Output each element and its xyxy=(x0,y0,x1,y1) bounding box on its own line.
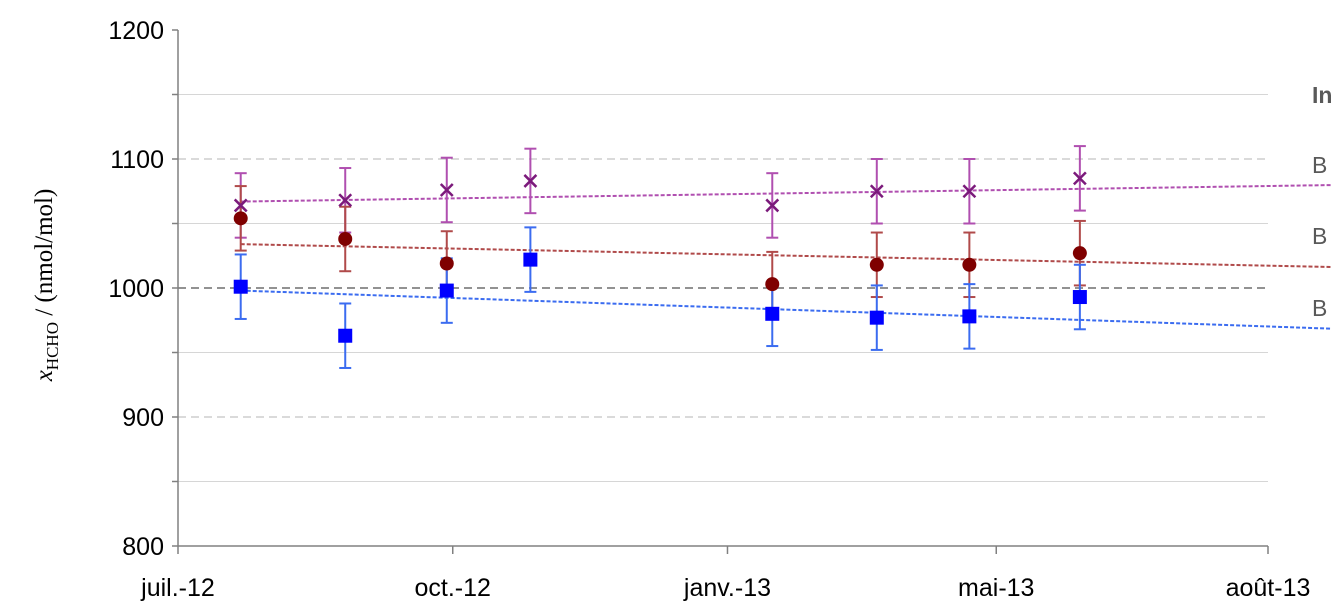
legend-entry: B xyxy=(1312,152,1327,178)
data-point xyxy=(869,310,884,325)
data-point xyxy=(439,183,454,197)
data-point xyxy=(233,198,248,213)
axes xyxy=(172,29,1269,554)
data-point xyxy=(962,257,977,272)
data-point xyxy=(338,231,353,246)
data-point xyxy=(233,279,248,294)
y-tick-label: 800 xyxy=(122,533,164,561)
data-point xyxy=(523,174,538,188)
data-point xyxy=(1072,246,1087,261)
legend-entry: B xyxy=(1312,295,1327,321)
x-tick-label: août-13 xyxy=(1226,574,1311,602)
marker-stroke xyxy=(765,198,780,213)
data-point xyxy=(338,328,353,343)
marker-stroke xyxy=(962,184,977,199)
data-point xyxy=(869,184,884,199)
legend-title: In xyxy=(1312,82,1331,108)
x-tick-label: janv.-13 xyxy=(683,574,771,602)
data-point xyxy=(338,193,353,208)
y-tick-label: 1100 xyxy=(110,146,164,174)
trend-line xyxy=(240,289,1331,330)
x-tick-label: oct.-12 xyxy=(415,574,491,602)
y-tick-label: 900 xyxy=(122,404,164,432)
y-tick-label: 1200 xyxy=(108,17,164,45)
data-point xyxy=(869,257,884,272)
trend-lines xyxy=(240,184,1331,330)
data-point xyxy=(439,256,454,271)
data-point xyxy=(765,277,780,292)
x-tick-label: juil.-12 xyxy=(140,574,215,602)
marker-stroke xyxy=(1072,171,1087,186)
legend: In B B B xyxy=(1312,82,1331,321)
marker-stroke xyxy=(869,184,884,199)
y-tick-labels: 800 900 1000 1100 1200 xyxy=(108,17,164,561)
data-point xyxy=(439,283,454,298)
y-tick-label: 1000 xyxy=(108,275,164,303)
marker-stroke xyxy=(523,174,538,188)
x-tick-label: mai-13 xyxy=(958,574,1034,602)
data-point xyxy=(523,252,538,267)
data-point xyxy=(962,184,977,199)
grid xyxy=(178,94,1268,482)
data-point xyxy=(233,211,248,226)
data-markers xyxy=(233,171,1087,343)
trend-line xyxy=(240,243,1331,268)
x-tick-labels: juil.-12 oct.-12 janv.-13 mai-13 août-13 xyxy=(140,574,1310,602)
data-point xyxy=(962,309,977,324)
data-point xyxy=(1072,171,1087,186)
y-axis-label: xHCHO / (nmol/mol) xyxy=(31,189,62,383)
marker-stroke xyxy=(338,193,353,208)
trend-line xyxy=(240,184,1331,203)
data-point xyxy=(765,306,780,321)
data-point xyxy=(1072,290,1087,305)
legend-entry: B xyxy=(1312,223,1327,249)
data-point xyxy=(765,198,780,213)
marker-stroke xyxy=(439,183,454,197)
marker-stroke xyxy=(233,198,248,213)
